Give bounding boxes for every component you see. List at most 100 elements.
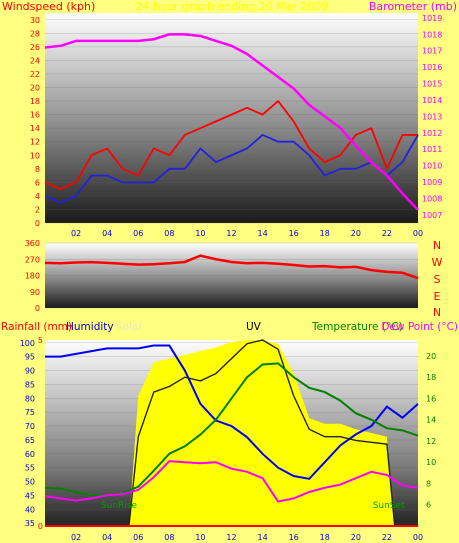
wind-time-label: 08 <box>164 229 174 238</box>
wind-tick-label: 14 <box>30 124 40 133</box>
wind-tick-label: 20 <box>30 84 40 93</box>
wind-time-label: 12 <box>226 229 236 238</box>
pressure-tick-label: 1007 <box>422 211 442 220</box>
wind-time-label: 10 <box>195 229 205 238</box>
wind-time-label: 18 <box>320 229 330 238</box>
temp-time-label: 18 <box>320 533 330 542</box>
temp-time-label: 12 <box>226 533 236 542</box>
direction-tick-label: 360 <box>25 239 40 248</box>
barometer-line <box>44 33 419 211</box>
pressure-tick-label: 1012 <box>422 129 442 138</box>
wind-plot-area <box>45 13 418 223</box>
humidity-tick-label: 60 <box>25 450 35 459</box>
humidity-line <box>45 344 419 480</box>
temperature-humidity-panel: 3540455055606570758085909510005681012141… <box>1 321 458 542</box>
wind-time-label: 06 <box>133 229 143 238</box>
wind-time-label: 16 <box>289 229 299 238</box>
wind-tick-label: 8 <box>35 165 40 174</box>
wind-tick-label: 22 <box>30 70 40 79</box>
wind-time-label: 00 <box>413 229 423 238</box>
solar-area <box>45 340 418 526</box>
humidity-tick-label: 95 <box>25 353 35 362</box>
temp-time-label: 10 <box>195 533 205 542</box>
humidity-tick-label: 75 <box>25 408 35 417</box>
wind-tick-label: 24 <box>30 56 40 65</box>
temp-time-label: 04 <box>102 533 112 542</box>
wind-tick-label: 16 <box>30 111 40 120</box>
rain-tick-label: 0 <box>38 522 43 531</box>
temp-time-label: 00 <box>413 533 423 542</box>
legend-rainfall: Rainfall (mm) <box>1 321 72 333</box>
dir-label-s: S <box>434 273 441 286</box>
direction-tick-label: 270 <box>25 255 40 264</box>
temp-tick-label: 18 <box>426 373 436 382</box>
wind-pressure-panel: 0246810121416182022242628301007100810091… <box>2 0 457 238</box>
wind-direction-panel: 0 90 180 270 360 N W S E N <box>25 239 443 319</box>
humidity-tick-label: 40 <box>25 505 35 514</box>
legend-humidity: Humidity <box>66 321 114 333</box>
wind-series <box>44 33 419 211</box>
wind-time-label: 04 <box>102 229 112 238</box>
direction-grid <box>45 242 418 309</box>
temp-time-label: 20 <box>351 533 361 542</box>
legend-temperature: Temperature (°C) <box>311 321 403 333</box>
direction-tick-label: 180 <box>25 272 40 281</box>
pressure-tick-label: 1015 <box>422 80 442 89</box>
direction-series <box>44 254 419 280</box>
graph-period-title: 24 hour graph ending 20 Mar 2009 <box>136 0 329 13</box>
pressure-tick-label: 1009 <box>422 178 442 187</box>
direction-tick-label: 0 <box>35 304 40 313</box>
temp-time-label: 14 <box>257 533 267 542</box>
legend-solar: Solar <box>116 321 143 333</box>
pressure-tick-label: 1013 <box>422 112 442 121</box>
average-wind-line <box>44 134 419 204</box>
humidity-tick-label: 65 <box>25 436 35 445</box>
dir-label-w: W <box>432 256 443 269</box>
temp-ticks: 3540455055606570758085909510005681012141… <box>20 336 436 542</box>
wind-time-label: 20 <box>351 229 361 238</box>
humidity-tick-label: 35 <box>25 519 35 528</box>
wind-tick-label: 2 <box>35 205 40 214</box>
dir-label-n-bottom: N <box>433 306 441 319</box>
pressure-tick-label: 1019 <box>422 14 442 23</box>
temp-tick-label: 12 <box>426 437 436 446</box>
wind-tick-label: 0 <box>35 219 40 228</box>
temp-time-label: 08 <box>164 533 174 542</box>
wind-time-label: 22 <box>382 229 392 238</box>
wind-tick-label: 4 <box>35 192 40 201</box>
wind-tick-label: 6 <box>35 178 40 187</box>
humidity-tick-label: 85 <box>25 380 35 389</box>
legend-uv: UV <box>246 321 262 333</box>
dir-label-n-top: N <box>433 239 441 252</box>
humidity-tick-label: 55 <box>25 464 35 473</box>
direction-ticks: 0 90 180 270 360 <box>25 239 40 313</box>
temp-tick-label: 8 <box>426 479 431 488</box>
wind-time-label: 02 <box>71 229 81 238</box>
humidity-tick-label: 80 <box>25 394 35 403</box>
barometer-title: Barometer (mb) <box>369 0 457 13</box>
temp-time-label: 22 <box>382 533 392 542</box>
pressure-tick-label: 1018 <box>422 30 442 39</box>
temp-tick-label: 14 <box>426 416 436 425</box>
temp-time-label: 16 <box>289 533 299 542</box>
windspeed-title: Windspeed (kph) <box>2 0 95 13</box>
uv-line <box>45 339 418 527</box>
wind-time-label: 14 <box>257 229 267 238</box>
temp-time-label: 06 <box>133 533 143 542</box>
temp-series <box>44 339 419 527</box>
temp-time-label: 02 <box>71 533 81 542</box>
pressure-tick-label: 1014 <box>422 96 442 105</box>
pressure-tick-label: 1010 <box>422 162 442 171</box>
humidity-tick-label: 100 <box>20 339 35 348</box>
direction-tick-label: 90 <box>30 288 40 297</box>
wind-tick-label: 28 <box>30 29 40 38</box>
humidity-tick-label: 45 <box>25 491 35 500</box>
wind-tick-label: 10 <box>30 151 40 160</box>
sunrise-label: SunRise <box>101 501 138 511</box>
rain-tick-label: 5 <box>38 336 43 345</box>
wind-tick-label: 26 <box>30 43 40 52</box>
windspeed-line <box>44 100 418 191</box>
humidity-tick-label: 70 <box>25 422 35 431</box>
